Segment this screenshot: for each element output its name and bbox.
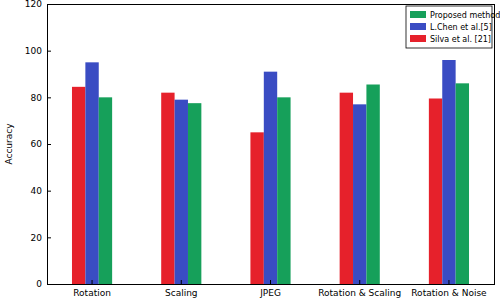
bar xyxy=(161,93,174,284)
bar xyxy=(85,62,98,284)
y-tick-mark xyxy=(47,144,51,145)
bar xyxy=(99,97,112,284)
y-tick: 100 xyxy=(25,46,51,56)
y-tick: 20 xyxy=(31,233,51,243)
series xyxy=(85,60,455,284)
x-tick: Rotation & Scaling xyxy=(318,280,401,298)
legend-label: L.Chen et al.[5] xyxy=(430,23,492,32)
y-tick-mark xyxy=(47,51,51,52)
x-tick-label: Rotation xyxy=(73,288,111,298)
x-tick: Scaling xyxy=(165,280,198,298)
y-tick-mark xyxy=(47,97,51,98)
x-tick-label: Rotation & Scaling xyxy=(318,288,401,298)
y-tick: 120 xyxy=(25,0,51,9)
bar xyxy=(456,83,469,284)
x-tick-mark xyxy=(359,280,360,284)
x-axis: Rotation Scaling JPEG Rotation & Scaling Rot… xyxy=(48,280,495,298)
y-tick-label: 20 xyxy=(31,233,43,243)
x-tick: Rotation xyxy=(73,280,111,298)
y-axis-title: Accuracy xyxy=(4,123,14,165)
legend-label: Proposed method xyxy=(430,11,500,20)
x-tick: JPEG xyxy=(259,280,281,298)
x-tick-label: JPEG xyxy=(259,288,281,298)
x-tick-mark xyxy=(448,280,449,284)
series xyxy=(72,87,442,284)
chart: 020406080100120RotationScalingJPEGRotati… xyxy=(0,0,500,306)
y-tick-label: 80 xyxy=(31,93,43,103)
y-tick-mark xyxy=(47,191,51,192)
y-tick-mark xyxy=(47,4,51,5)
x-tick-label: Rotation & Noise xyxy=(411,288,487,298)
frame-line xyxy=(494,4,495,284)
bar xyxy=(442,60,455,284)
y-tick: 80 xyxy=(31,93,51,103)
bar xyxy=(175,100,188,284)
bar xyxy=(340,93,353,284)
bar xyxy=(264,72,277,284)
x-tick-mark xyxy=(181,280,182,284)
y-tick-label: 100 xyxy=(25,46,42,56)
y-tick: 40 xyxy=(31,186,51,196)
y-tick: 60 xyxy=(31,139,51,149)
bar xyxy=(72,87,85,284)
x-tick-label: Scaling xyxy=(165,288,198,298)
y-axis: 0 20 40 60 80 100 120 xyxy=(25,0,51,289)
series xyxy=(99,83,469,284)
x-axis-line xyxy=(48,280,495,285)
x-tick-mark xyxy=(270,280,271,284)
y-tick-label: 40 xyxy=(31,186,43,196)
legend-item: Silva et al. [21] xyxy=(410,35,491,44)
bar xyxy=(188,103,201,284)
y-tick-label: 120 xyxy=(25,0,42,9)
bar xyxy=(250,132,263,284)
x-tick-mark xyxy=(92,280,93,284)
legend-item: Proposed method xyxy=(410,11,500,20)
frame-line xyxy=(47,4,494,5)
y-tick-label: 60 xyxy=(31,139,43,149)
legend-label: Silva et al. [21] xyxy=(430,35,491,44)
y-axis-line xyxy=(48,5,52,285)
legend-item: L.Chen et al.[5] xyxy=(410,23,492,32)
legend-swatch xyxy=(410,23,426,30)
bar xyxy=(429,99,442,285)
bar xyxy=(366,85,379,285)
bar xyxy=(353,104,366,284)
legend-swatch xyxy=(410,11,426,18)
x-tick: Rotation & Noise xyxy=(411,280,487,298)
bar xyxy=(277,97,290,284)
legend-swatch xyxy=(410,35,426,42)
frame xyxy=(47,4,494,284)
y-tick-mark xyxy=(47,237,51,238)
legend: Proposed method L.Chen et al.[5] Silva et … xyxy=(406,6,500,48)
y-tick-label: 0 xyxy=(36,279,42,289)
bars xyxy=(72,60,469,284)
